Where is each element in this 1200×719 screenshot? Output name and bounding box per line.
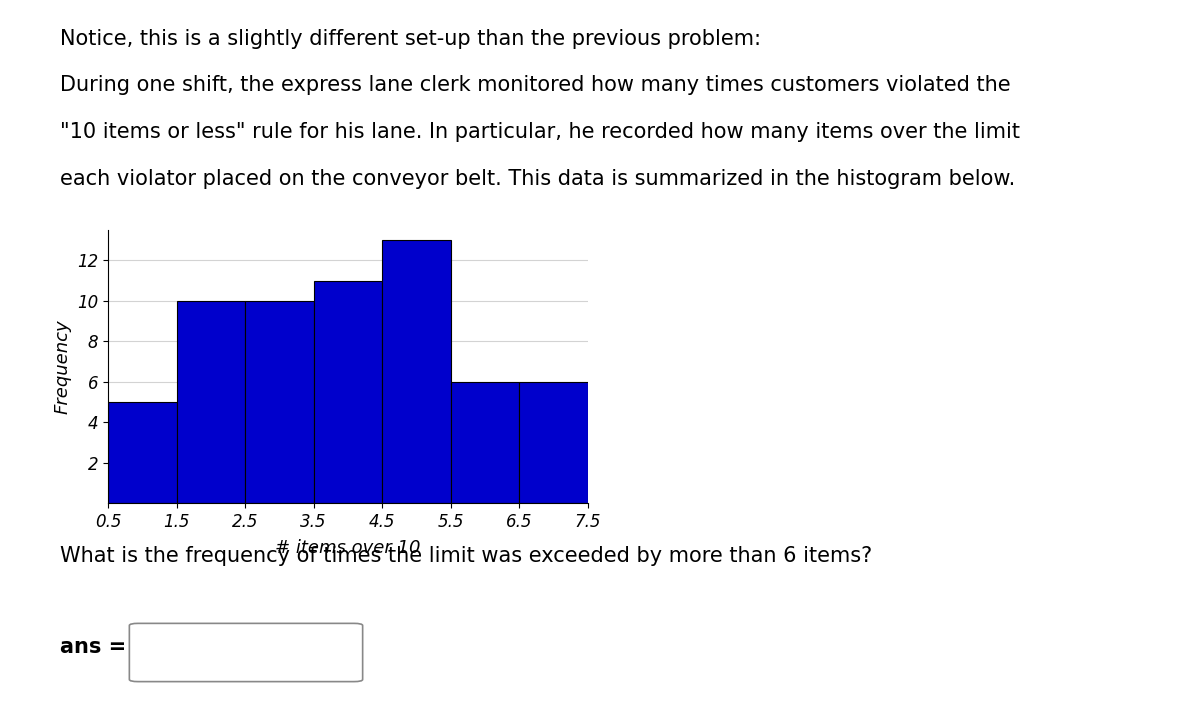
Text: "10 items or less" rule for his lane. In particular, he recorded how many items : "10 items or less" rule for his lane. In… [60, 122, 1020, 142]
Text: ans =: ans = [60, 637, 126, 657]
Bar [176, 301, 245, 503]
Bar [520, 382, 588, 503]
Text: each violator placed on the conveyor belt. This data is summarized in the histog: each violator placed on the conveyor bel… [60, 169, 1015, 189]
X-axis label: # items over 10: # items over 10 [275, 539, 421, 557]
Text: During one shift, the express lane clerk monitored how many times customers viol: During one shift, the express lane clerk… [60, 75, 1010, 96]
Bar [451, 382, 520, 503]
Text: What is the frequency of times the limit was exceeded by more than 6 items?: What is the frequency of times the limit… [60, 546, 872, 567]
Y-axis label: Frequency: Frequency [54, 319, 72, 414]
Text: Notice, this is a slightly different set-up than the previous problem:: Notice, this is a slightly different set… [60, 29, 761, 49]
Bar [313, 280, 383, 503]
Bar [383, 240, 451, 503]
Bar [245, 301, 313, 503]
FancyBboxPatch shape [130, 623, 362, 682]
Bar [108, 402, 176, 503]
